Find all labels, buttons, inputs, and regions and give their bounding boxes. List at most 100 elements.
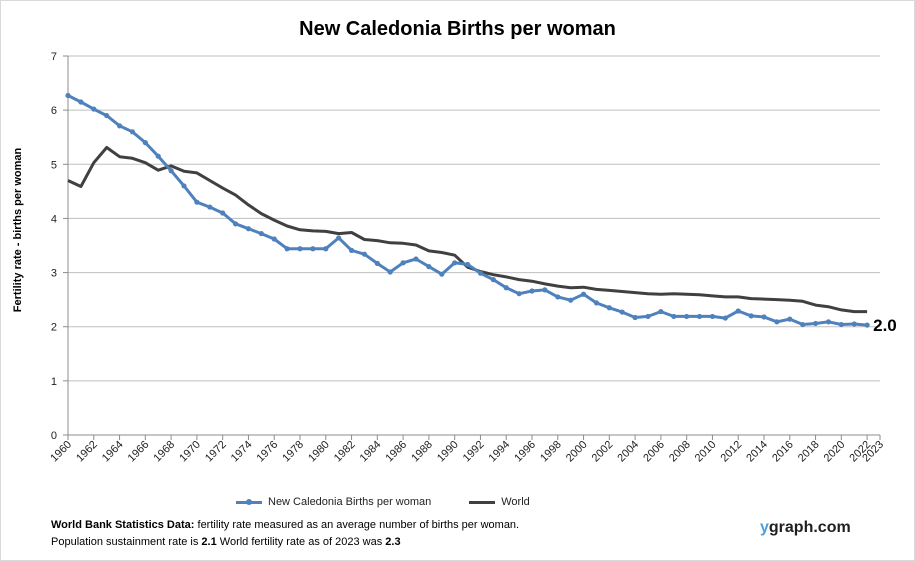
y-tick-label: 6 [51, 105, 57, 117]
footnote-source: World Bank Statistics Data: [51, 519, 195, 531]
footnote-line-2: Population sustainment rate is 2.1 World… [51, 534, 519, 551]
brand-logo[interactable]: ygraph.com [760, 519, 851, 537]
y-tick-label: 3 [51, 268, 57, 280]
x-tick-label: 1960 [48, 439, 74, 465]
data-point-new-caledonia [104, 112, 110, 119]
data-point-new-caledonia [78, 99, 84, 105]
data-point-new-caledonia [825, 319, 832, 325]
data-point-new-caledonia [477, 270, 484, 276]
footnote-line-1: World Bank Statistics Data: fertility ra… [51, 517, 519, 534]
x-tick-label: 2008 [667, 439, 693, 465]
data-point-new-caledonia [568, 297, 574, 303]
axis-layer: 0 1 2 3 4 5 6 7 1960 1962 1964 1966 1968 1970 1972 1974… [48, 51, 886, 464]
y-tick-label: 4 [51, 213, 57, 225]
data-point-new-caledonia [348, 247, 355, 253]
chart-title: New Caledonia Births per woman [299, 18, 616, 40]
data-point-new-caledonia [684, 313, 690, 320]
data-point-new-caledonia [65, 92, 71, 99]
label-layer: 2.0 [873, 316, 897, 335]
y-tick-label: 2 [51, 322, 57, 334]
data-point-new-caledonia [800, 321, 806, 328]
footnote: World Bank Statistics Data: fertility ra… [51, 517, 519, 551]
data-point-new-caledonia [142, 140, 148, 146]
x-tick-label: 1982 [332, 439, 358, 465]
x-tick-label: 2014 [744, 439, 770, 465]
footnote-world-value: 2.3 [385, 536, 401, 548]
series-line-world [67, 146, 868, 314]
brand-logo-y: y [760, 519, 769, 536]
brand-logo-text: graph.com [768, 519, 851, 536]
data-point-new-caledonia [452, 260, 458, 266]
data-point-new-caledonia [516, 291, 522, 297]
x-tick-label: 2018 [796, 439, 822, 465]
end-value-label: 2.0 [873, 316, 897, 335]
data-point-new-caledonia [671, 313, 677, 320]
x-tick-label: 1972 [203, 439, 229, 465]
x-tick-label: 1990 [435, 439, 461, 465]
x-tick-label: 1994 [487, 439, 513, 465]
x-tick-label: 2006 [641, 439, 667, 465]
x-tick-label: 1964 [100, 439, 126, 465]
x-tick-label: 1984 [358, 439, 384, 465]
data-point-new-caledonia [194, 199, 200, 205]
data-point-new-caledonia [619, 309, 625, 315]
data-point-new-caledonia [129, 129, 136, 135]
data-point-new-caledonia [284, 246, 290, 252]
data-point-new-caledonia [168, 168, 174, 174]
data-point-new-caledonia [220, 210, 226, 216]
data-point-new-caledonia [374, 260, 380, 266]
data-point-new-caledonia [864, 322, 870, 328]
data-point-new-caledonia [787, 316, 793, 322]
data-point-new-caledonia [297, 246, 303, 252]
y-tick-label: 1 [51, 376, 57, 388]
x-tick-label: 1988 [409, 439, 435, 465]
x-tick-label: 1962 [74, 439, 100, 465]
data-point-new-caledonia [774, 319, 780, 325]
y-tick-label: 0 [51, 430, 57, 442]
x-tick-label: 1974 [229, 439, 255, 465]
data-point-new-caledonia [258, 230, 264, 237]
data-point-new-caledonia [116, 123, 123, 129]
data-point-new-caledonia [400, 260, 406, 266]
data-point-new-caledonia [503, 285, 509, 291]
data-point-new-caledonia [761, 314, 767, 320]
data-point-new-caledonia [490, 277, 496, 283]
footnote-sustainment-value: 2.1 [201, 536, 217, 548]
data-point-new-caledonia [722, 315, 728, 321]
data-point-new-caledonia [232, 221, 239, 227]
x-tick-label: 2012 [719, 439, 745, 465]
data-point-new-caledonia [709, 313, 716, 320]
data-point-new-caledonia [336, 235, 342, 241]
data-point-new-caledonia [155, 153, 161, 159]
legend-swatch-world [469, 500, 496, 504]
data-point-new-caledonia [207, 204, 213, 210]
data-point-new-caledonia [645, 313, 651, 320]
y-tick-label: 5 [51, 159, 57, 171]
x-tick-label: 2004 [615, 439, 641, 465]
footnote-world-text: World fertility rate as of 2023 was [216, 536, 386, 548]
data-point-new-caledonia [439, 271, 445, 277]
data-point-new-caledonia [555, 294, 561, 300]
data-point-new-caledonia [542, 287, 548, 293]
data-point-new-caledonia [658, 308, 664, 315]
data-point-new-caledonia [851, 321, 857, 327]
x-tick-label: 1998 [538, 439, 564, 465]
x-tick-label: 1970 [177, 439, 203, 465]
x-tick-label: 1978 [280, 439, 306, 465]
x-tick-label: 1968 [151, 439, 177, 465]
data-point-new-caledonia [181, 183, 187, 189]
x-tick-label: 2010 [693, 439, 719, 465]
data-point-new-caledonia [310, 246, 316, 252]
data-point-new-caledonia [838, 321, 844, 328]
x-tick-label: 2000 [564, 439, 590, 465]
series-layer [65, 92, 870, 328]
data-point-new-caledonia [361, 251, 368, 257]
y-tick-label: 7 [51, 51, 57, 63]
data-point-new-caledonia [606, 305, 612, 311]
footnote-description: fertility rate measured as an average nu… [194, 519, 520, 531]
data-point-new-caledonia [529, 288, 535, 294]
data-point-new-caledonia [632, 314, 638, 321]
series-line-new-caledonia [67, 94, 868, 327]
data-point-new-caledonia [464, 261, 471, 268]
